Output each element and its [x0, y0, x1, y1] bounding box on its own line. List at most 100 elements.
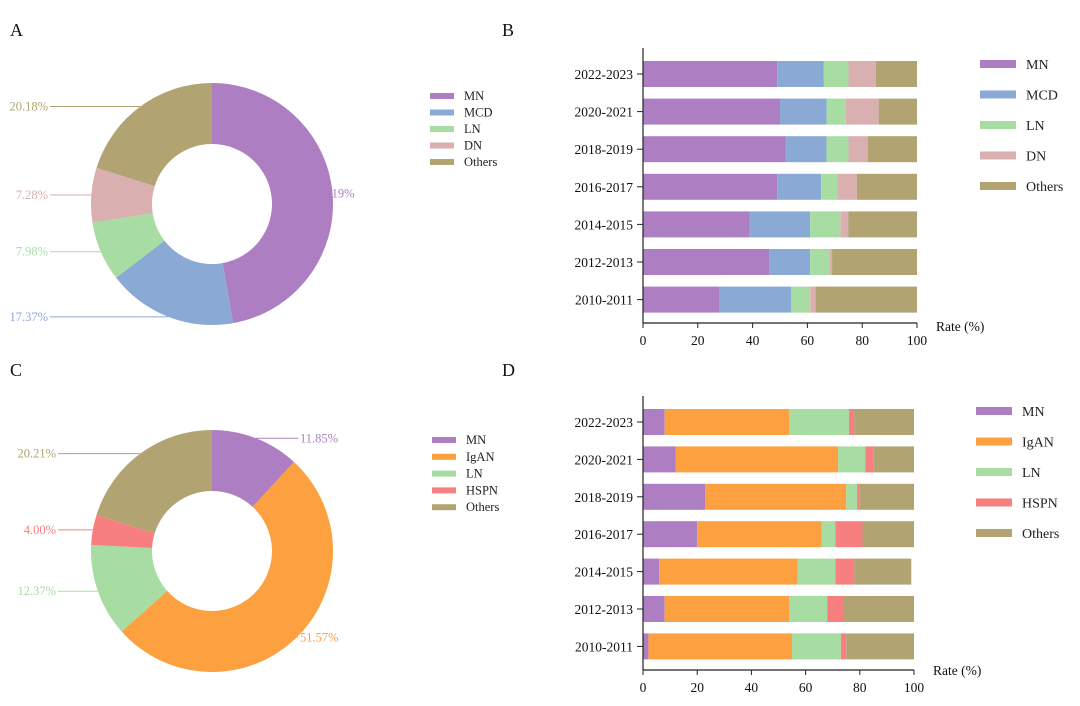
- y-tick-label: 2022-2023: [575, 67, 634, 82]
- bar-mcd-2012-2013: [769, 249, 811, 275]
- x-tick-label: 100: [904, 680, 925, 695]
- bar-ln-2012-2013: [789, 596, 828, 622]
- y-tick-label: 2012-2013: [575, 602, 634, 617]
- bar-others-2012-2013: [843, 596, 914, 622]
- bar-ln-2018-2019: [826, 136, 849, 163]
- bar-dn-2010-2011: [810, 286, 816, 313]
- legend-swatch: [980, 90, 1016, 99]
- bar-ln-2022-2023: [823, 61, 849, 87]
- bar-mn-2012-2013: [643, 596, 665, 622]
- value-label: 11.85%: [300, 431, 338, 445]
- legend-swatch: [976, 529, 1012, 537]
- bar-dn-2014-2015: [840, 211, 849, 238]
- legend-swatch: [430, 109, 454, 116]
- y-tick-label: 2016-2017: [575, 180, 634, 195]
- legend-label: MN: [1022, 405, 1045, 420]
- x-tick-label: 20: [691, 333, 705, 348]
- bar-ln-2022-2023: [789, 409, 849, 435]
- bar-ln-2014-2015: [797, 558, 836, 585]
- bar-igan-2018-2019: [705, 483, 847, 510]
- y-tick-label: 2020-2021: [575, 105, 634, 120]
- legend-label: HSPN: [466, 483, 498, 497]
- legend-swatch: [432, 504, 456, 511]
- bar-hspn-2022-2023: [848, 409, 855, 435]
- x-tick-label: 60: [801, 333, 815, 348]
- value-label: 4.00%: [24, 523, 56, 537]
- legend-swatch: [432, 453, 456, 460]
- legend-swatch: [980, 151, 1016, 160]
- y-tick-label: 2012-2013: [575, 255, 634, 270]
- legend-swatch: [976, 498, 1012, 507]
- legend-label: Others: [464, 155, 497, 169]
- bar-others-2022-2023: [875, 61, 917, 87]
- legend-label: MCD: [464, 106, 492, 120]
- bar-dn-2020-2021: [845, 98, 879, 125]
- bar-dn-2016-2017: [837, 173, 857, 200]
- x-tick-label: 60: [799, 680, 813, 695]
- value-label: 47.19%: [316, 186, 355, 200]
- legend-swatch: [430, 142, 454, 149]
- bar-igan-2014-2015: [659, 558, 798, 585]
- bar-mn-2022-2023: [643, 409, 665, 435]
- x-tick-label: 40: [745, 680, 759, 695]
- bar-ln-2010-2011: [792, 633, 841, 660]
- panel-d-stacked-bar-chart: 2022-2023 2020-2021 2018-2019 2016-2017 2014…: [575, 396, 1059, 695]
- x-tick-label: 20: [690, 680, 704, 695]
- bar-others-2016-2017: [862, 521, 914, 548]
- bar-mn-2018-2019: [643, 136, 786, 163]
- bar-mcd-2018-2019: [785, 136, 827, 163]
- bar-others-2014-2015: [854, 558, 912, 585]
- donut-slice-igan: [121, 462, 334, 673]
- y-tick-label: 2018-2019: [575, 490, 634, 505]
- legend-swatch: [432, 437, 456, 443]
- x-tick-label: 0: [640, 333, 647, 348]
- legend-label: IgAN: [466, 450, 494, 464]
- legend-label: LN: [1022, 466, 1041, 481]
- bar-mn-2016-2017: [643, 521, 698, 548]
- x-tick-label: 40: [746, 333, 760, 348]
- bar-others-2014-2015: [848, 211, 917, 238]
- legend-swatch: [980, 182, 1016, 190]
- value-label: 17.37%: [9, 310, 48, 324]
- bar-others-2022-2023: [854, 409, 914, 435]
- bar-others-2020-2021: [873, 446, 914, 473]
- y-tick-label: 2014-2015: [575, 217, 634, 232]
- value-label: 20.21%: [17, 447, 56, 461]
- y-tick-label: 2010-2011: [575, 639, 633, 654]
- bar-mn-2020-2021: [643, 98, 780, 125]
- x-tick-label: 0: [640, 680, 647, 695]
- panel-label-d: D: [502, 360, 515, 380]
- x-tick-label: 80: [855, 333, 869, 348]
- legend-label: DN: [1026, 150, 1046, 165]
- bar-ln-2010-2011: [790, 286, 811, 313]
- legend-swatch: [980, 60, 1016, 68]
- panel-c-donut-chart: 11.85% 51.57% 12.37% 4.00% 20.21% MN IgAN LN HSP…: [17, 430, 499, 673]
- donut-slice-ln: [91, 544, 168, 632]
- legend-label: IgAN: [1022, 436, 1054, 451]
- donut-slice-mn: [212, 430, 294, 507]
- x-axis-label: Rate (%): [936, 319, 984, 334]
- donut-slice-ln: [92, 213, 165, 278]
- panel-a-donut-chart: 47.19% 17.37% 7.98% 7.28% 20.18% MN MCD LN DN Oth…: [9, 83, 497, 325]
- legend-swatch: [976, 468, 1012, 476]
- legend-swatch: [976, 407, 1012, 415]
- bar-mn-2020-2021: [643, 446, 676, 473]
- bar-hspn-2012-2013: [827, 596, 844, 622]
- donut-slice-mn: [212, 83, 333, 324]
- bar-igan-2020-2021: [675, 446, 839, 473]
- panel-label-a: A: [10, 20, 23, 40]
- bar-hspn-2014-2015: [835, 558, 855, 585]
- legend-label: MN: [1026, 58, 1049, 73]
- bar-hspn-2020-2021: [865, 446, 874, 473]
- panel-label-b: B: [502, 20, 514, 40]
- legend-label: Others: [466, 500, 499, 514]
- bar-ln-2014-2015: [810, 211, 841, 238]
- bar-hspn-2018-2019: [857, 483, 860, 510]
- legend-swatch: [980, 121, 1016, 129]
- legend-label: HSPN: [1022, 497, 1058, 512]
- bar-others-2018-2019: [867, 136, 917, 163]
- bar-mn-2018-2019: [643, 483, 706, 510]
- legend-label: DN: [464, 139, 482, 153]
- value-label: 7.28%: [16, 188, 48, 202]
